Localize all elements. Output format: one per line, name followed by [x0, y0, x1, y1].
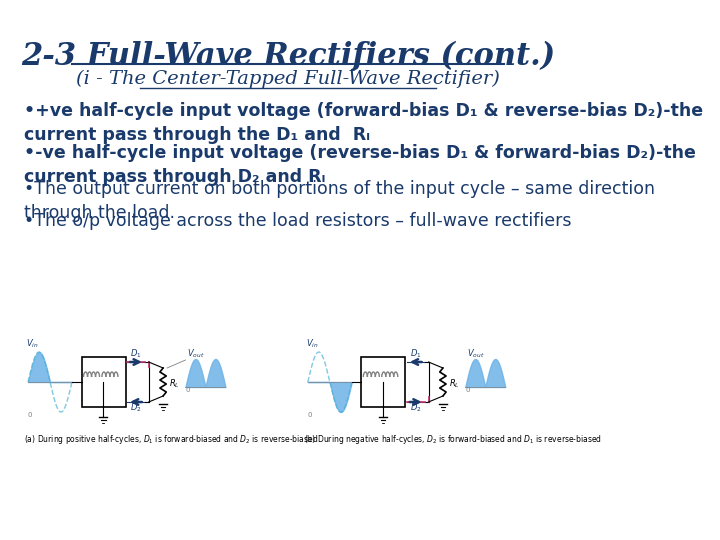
Text: $D_2$: $D_2$ — [130, 402, 142, 415]
Text: •The output current on both portions of the input cycle – same direction
through: •The output current on both portions of … — [24, 180, 655, 221]
Text: 0: 0 — [465, 387, 469, 393]
Text: •-ve half-cycle input voltage (reverse-bias D₁ & forward-bias D₂)-the
current pa: •-ve half-cycle input voltage (reverse-b… — [24, 144, 696, 186]
Text: $V_{in}$: $V_{in}$ — [306, 338, 319, 350]
Text: 0: 0 — [28, 412, 32, 418]
Text: 2-3 Full-Wave Rectifiers (cont.): 2-3 Full-Wave Rectifiers (cont.) — [21, 40, 555, 71]
Text: (b) During negative half-cycles, $D_2$ is forward-biased and $D_1$ is reverse-bi: (b) During negative half-cycles, $D_2$ i… — [304, 433, 602, 446]
Text: 0: 0 — [307, 412, 312, 418]
Text: $D_1$: $D_1$ — [410, 348, 421, 361]
Text: $V_{out}$: $V_{out}$ — [467, 347, 485, 360]
Text: (i - The Center-Tapped Full-Wave Rectifier): (i - The Center-Tapped Full-Wave Rectifi… — [76, 70, 500, 88]
Text: (a) During positive half-cycles, $D_1$ is forward-biased and $D_2$ is reverse-bi: (a) During positive half-cycles, $D_1$ i… — [24, 433, 318, 446]
Text: $D_2$: $D_2$ — [410, 402, 421, 415]
Text: •The o/p voltage across the load resistors – full-wave rectifiers: •The o/p voltage across the load resisto… — [24, 212, 572, 230]
Bar — [81, 357, 125, 407]
Text: $R_L$: $R_L$ — [449, 378, 459, 390]
Text: $V_{in}$: $V_{in}$ — [27, 338, 39, 350]
Text: 0: 0 — [186, 387, 190, 393]
Text: •+ve half-cycle input voltage (forward-bias D₁ & reverse-bias D₂)-the
current pa: •+ve half-cycle input voltage (forward-b… — [24, 102, 703, 144]
Text: $V_{out}$: $V_{out}$ — [187, 347, 204, 360]
Text: $R_L$: $R_L$ — [168, 378, 179, 390]
Bar — [361, 357, 405, 407]
Text: $D_1$: $D_1$ — [130, 348, 142, 361]
